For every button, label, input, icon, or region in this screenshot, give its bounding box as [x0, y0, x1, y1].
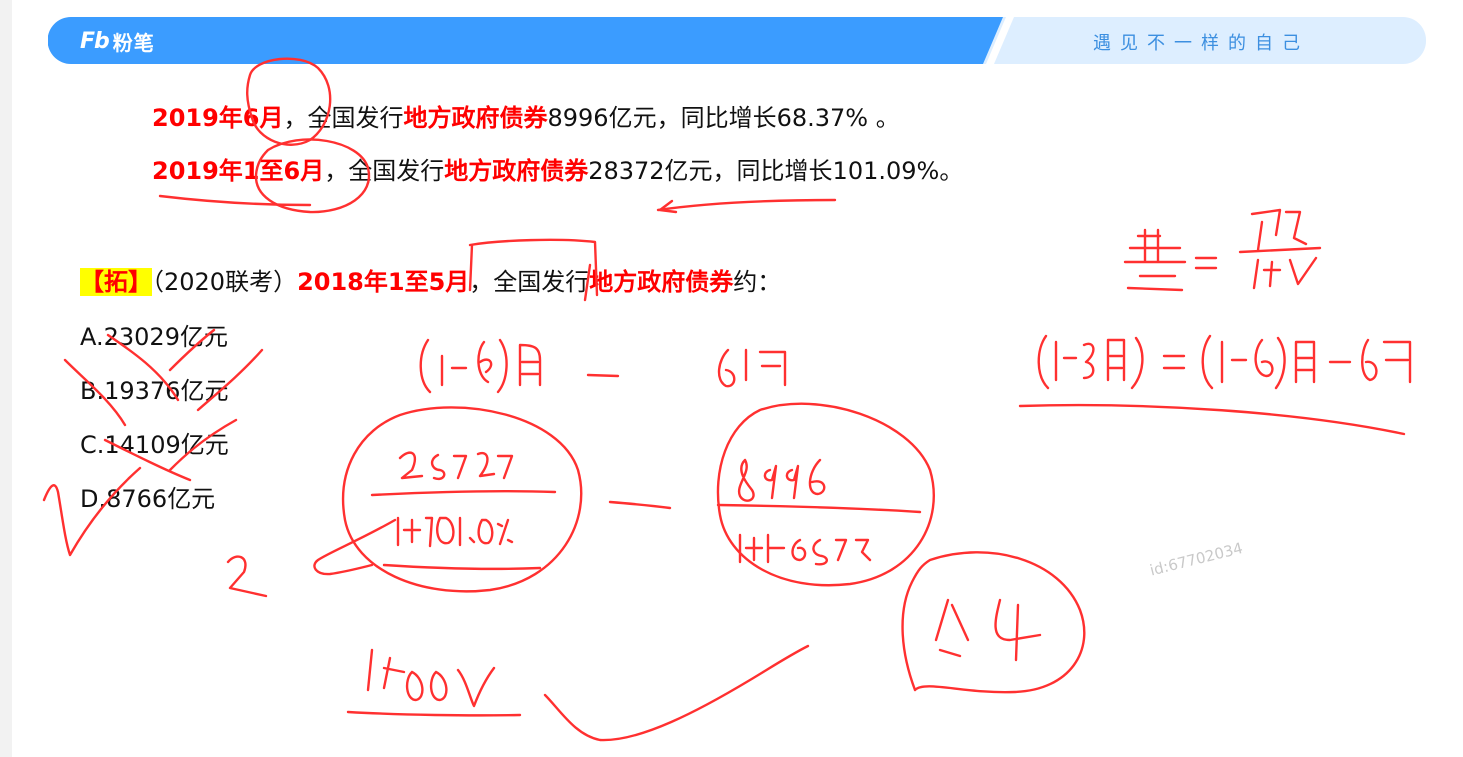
question-term: 地方政府债券 — [589, 268, 734, 296]
logo-text: 粉笔 — [112, 30, 155, 55]
logo-mark: Fb — [80, 28, 110, 54]
ink-label-mid — [717, 348, 787, 388]
line1-rest: 8996亿元，同比增长68.37% 。 — [547, 104, 900, 132]
ink-circle-fraction-1 — [341, 406, 583, 593]
ink-formula-right — [1037, 334, 1412, 390]
ink-formula-top — [1123, 208, 1322, 292]
slogan: 遇见不一样的自己 — [1093, 33, 1309, 54]
line2-sep: ，全国发行 — [324, 157, 445, 185]
ink-frac2-num — [737, 458, 826, 502]
banner-shape — [48, 17, 1426, 64]
stat-line-2: 2019年1至6月，全国发行地方政府债券28372亿元，同比增长101.09%。 — [152, 156, 963, 186]
ink-digit-2 — [226, 555, 268, 598]
line2-rest: 28372亿元，同比增长101.09%。 — [588, 157, 964, 185]
ink-frac1-num — [398, 451, 514, 481]
ink-frac2-bar — [716, 503, 922, 514]
line1-term: 地方政府债券 — [403, 104, 548, 132]
ink-formula-underline — [1018, 403, 1406, 436]
option-a[interactable]: A.23029亿元 — [80, 323, 228, 351]
ink-frac1-underline — [382, 563, 542, 570]
ink-underline-line2 — [158, 194, 312, 207]
ink-frac1-den — [396, 516, 514, 548]
question-line: 【拓】（2020联考）2018年1至5月，全国发行地方政府债券约： — [80, 267, 781, 297]
ink-frac2-den — [738, 533, 872, 566]
line1-sep: ，全国发行 — [283, 104, 404, 132]
ink-dash-2 — [608, 500, 672, 510]
option-b[interactable]: B.19376亿元 — [80, 377, 229, 405]
question-date: 2018年1至5月 — [297, 268, 470, 296]
ink-circle-result-2 — [901, 551, 1086, 694]
question-tag: 【拓】 — [80, 268, 152, 296]
line2-date: 2019年1至6月 — [152, 157, 325, 185]
ink-result-1-underline — [346, 710, 522, 717]
brand-logo: Fb 粉笔 — [80, 26, 155, 56]
question-source: （2020联考） — [152, 268, 298, 296]
question-rest: 约： — [733, 268, 782, 296]
ink-result-1 — [366, 648, 496, 708]
ink-dash-1 — [586, 373, 620, 378]
left-margin — [0, 0, 12, 757]
header-banner: Fb 粉笔 遇见不一样的自己 — [48, 17, 1426, 64]
ink-result-2 — [934, 598, 1042, 662]
option-c[interactable]: C.14109亿元 — [80, 431, 229, 459]
watermark: id:67702034 — [1148, 538, 1245, 580]
ink-underline-number — [656, 198, 837, 212]
ink-label-left — [419, 338, 542, 394]
ink-frac1-bar — [370, 489, 557, 497]
line2-term: 地方政府债券 — [444, 157, 589, 185]
line1-date: 2019年6月 — [152, 104, 284, 132]
ink-swoosh — [543, 644, 810, 742]
ink-arrow-to-2 — [313, 518, 397, 576]
ink-arrow-number — [658, 199, 678, 214]
stat-line-1: 2019年6月，全国发行地方政府债券8996亿元，同比增长68.37% 。 — [152, 103, 900, 133]
question-sep: ，全国发行 — [469, 268, 590, 296]
ink-circle-fraction-2 — [716, 402, 935, 587]
option-d[interactable]: D.8766亿元 — [80, 485, 216, 513]
